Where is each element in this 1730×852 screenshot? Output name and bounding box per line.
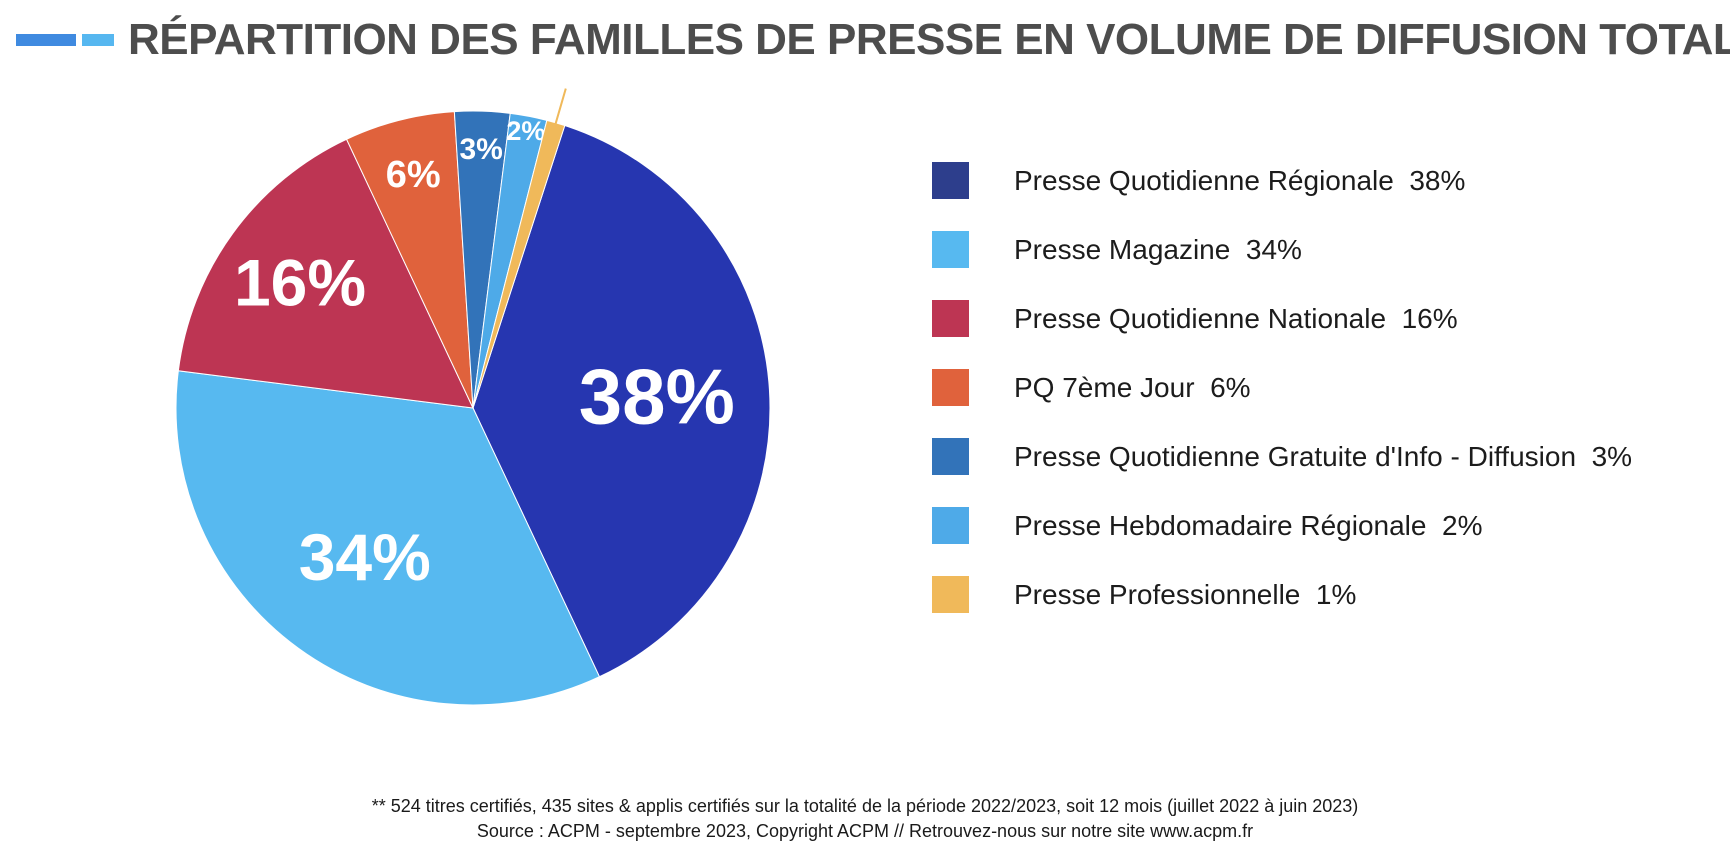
legend-swatch-3 — [932, 300, 969, 337]
legend-item-5: Presse Quotidienne Gratuite d'Info - Dif… — [932, 438, 1632, 475]
pie-label-2: 34% — [299, 520, 431, 594]
pie-label-5: 3% — [459, 133, 502, 166]
pie-slice-2 — [175, 370, 601, 706]
pie-label-7: 1% — [550, 80, 582, 83]
legend-label-1: Presse Quotidienne Régionale 38% — [1014, 164, 1466, 196]
accent-bar-light — [82, 34, 114, 46]
legend-label-4: PQ 7ème Jour 6% — [1014, 371, 1251, 403]
pie-label-3: 16% — [234, 245, 366, 319]
legend-swatch-4 — [932, 369, 969, 406]
legend-label-7: Presse Professionnelle 1% — [1014, 578, 1357, 610]
pie-slice-3 — [177, 138, 474, 409]
chart-title: RÉPARTITION DES FAMILLES DE PRESSE EN VO… — [128, 15, 1730, 64]
legend-item-7: Presse Professionnelle 1% — [932, 576, 1356, 613]
legend-label-6: Presse Hebdomadaire Régionale 2% — [1014, 509, 1483, 541]
legend-item-1: Presse Quotidienne Régionale 38% — [932, 162, 1465, 199]
footer-note: ** 524 titres certifiés, 435 sites & app… — [371, 796, 1359, 816]
pie-label-4: 6% — [386, 154, 441, 196]
footer: ** 524 titres certifiés, 435 sites & app… — [0, 794, 1730, 844]
legend-item-2: Presse Magazine 34% — [932, 231, 1302, 268]
legend-swatch-5 — [932, 438, 969, 475]
legend-item-6: Presse Hebdomadaire Régionale 2% — [932, 507, 1483, 544]
title-accent-bars — [16, 34, 114, 46]
footer-source: Source : ACPM - septembre 2023, Copyrigh… — [476, 821, 1254, 841]
header: RÉPARTITION DES FAMILLES DE PRESSE EN VO… — [16, 8, 1730, 72]
pie-leader-line-7 — [553, 88, 567, 128]
legend-label-3: Presse Quotidienne Nationale 16% — [1014, 302, 1458, 334]
legend-swatch-1 — [932, 162, 969, 199]
pie-label-6: 2% — [506, 116, 545, 146]
legend-label-5: Presse Quotidienne Gratuite d'Info - Dif… — [1014, 440, 1633, 472]
legend-label-2: Presse Magazine 34% — [1014, 233, 1302, 265]
legend-swatch-6 — [932, 507, 969, 544]
legend-swatch-7 — [932, 576, 969, 613]
pie-slice-1 — [472, 124, 771, 678]
legend-item-3: Presse Quotidienne Nationale 16% — [932, 300, 1458, 337]
legend-swatch-2 — [932, 231, 969, 268]
pie-chart: 38% 34% 16% 6% 3%2% 1% — [175, 80, 771, 706]
legend-item-4: PQ 7ème Jour 6% — [932, 369, 1251, 406]
pie-label-1: 38% — [579, 352, 735, 440]
accent-bar-dark — [16, 34, 76, 46]
